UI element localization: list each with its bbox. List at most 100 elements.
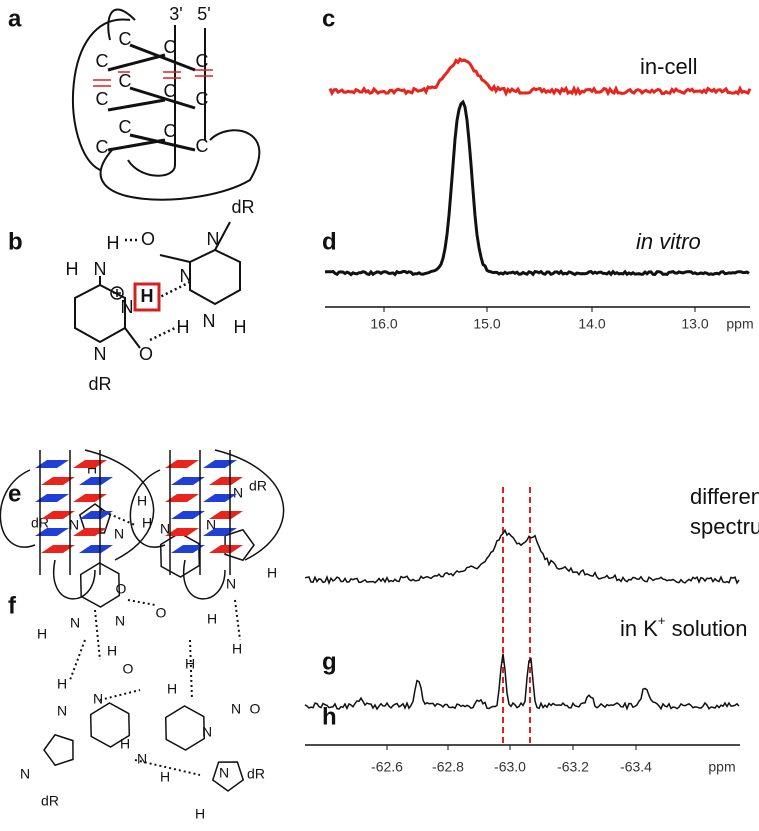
tick-label: 15.0 <box>473 316 500 332</box>
spectrum <box>328 56 752 97</box>
tick-label: -63.0 <box>494 759 526 775</box>
atom-label: H <box>207 611 217 627</box>
tile <box>35 460 69 468</box>
atom-label: H <box>120 736 130 752</box>
panel-label: f <box>8 592 17 619</box>
atom-label: H <box>87 461 97 477</box>
hbond <box>69 509 241 776</box>
atom-label: N <box>233 485 243 501</box>
tick-label: 14.0 <box>578 316 605 332</box>
atom-label: dR <box>249 478 267 494</box>
axis-unit: ppm <box>708 759 735 775</box>
spectrum <box>304 528 740 586</box>
base-label: C <box>196 51 209 71</box>
atom-label: O <box>139 344 153 364</box>
atom-label: H <box>142 515 152 531</box>
tile <box>79 545 113 553</box>
atom-label: N <box>94 344 107 364</box>
base-label: C <box>119 29 132 49</box>
layout <box>71 8 750 746</box>
atom-label: O <box>141 229 155 249</box>
ring <box>189 248 241 306</box>
tile <box>165 494 199 502</box>
ring <box>74 283 126 344</box>
tick-label: 16.0 <box>370 316 397 332</box>
tile <box>41 545 75 553</box>
ring <box>89 702 131 748</box>
atom-label: N <box>69 517 79 533</box>
atom-label: O <box>156 605 167 621</box>
loop <box>71 18 131 171</box>
tile <box>165 460 199 468</box>
spectrum-label: in vitro <box>636 229 701 254</box>
spectrum-label: difference <box>690 484 759 509</box>
base-pair <box>107 43 196 152</box>
atom-label: N <box>231 701 241 717</box>
loop <box>0 449 155 600</box>
atom-label: N <box>203 311 216 331</box>
atom-label: H <box>177 317 190 337</box>
base-label: C <box>96 137 109 157</box>
spectrum-label: in K+ solution <box>620 613 747 640</box>
base-label: C <box>119 117 132 137</box>
atom-label: H <box>195 806 205 822</box>
loop <box>107 8 136 41</box>
ring <box>211 761 245 792</box>
atom-label: N <box>57 703 67 719</box>
spectrum-label: spectrum <box>690 514 759 539</box>
highlight-box <box>133 282 161 312</box>
atom-label: dR <box>41 793 59 809</box>
ring <box>43 733 74 767</box>
atom-label: H <box>66 259 79 279</box>
tick-label: -63.4 <box>620 759 652 775</box>
atom-label: N <box>207 229 220 249</box>
atom-label: H <box>267 565 277 581</box>
tile <box>203 528 237 536</box>
base-label: C <box>119 71 132 91</box>
atom-label: N <box>202 724 212 740</box>
atom-label: N <box>226 576 236 592</box>
tile <box>203 494 237 502</box>
spectrum <box>324 99 750 277</box>
bond <box>99 276 141 349</box>
tile <box>79 511 113 519</box>
ring <box>79 562 121 608</box>
spectrum <box>304 653 740 711</box>
strand <box>39 450 101 575</box>
bond <box>159 221 231 263</box>
hbond <box>93 69 213 87</box>
strand <box>127 25 176 177</box>
panel-label: d <box>322 228 337 255</box>
atom-label: O <box>250 701 261 717</box>
tile <box>41 477 75 485</box>
loop <box>99 129 261 201</box>
atom-label: dR <box>231 197 254 217</box>
atom-label: H <box>160 769 170 785</box>
atom-label: dR <box>247 766 265 782</box>
tile <box>35 494 69 502</box>
atom-label: H <box>137 493 147 509</box>
panel-label: h <box>322 703 337 730</box>
tick-label: -63.2 <box>557 759 589 775</box>
atom-label: O <box>116 581 127 597</box>
atom-label: N <box>115 613 125 629</box>
label-part: in K <box>620 616 658 641</box>
atom-label: N <box>180 266 193 286</box>
reference-line <box>502 487 531 745</box>
atom-label: N <box>20 766 30 782</box>
axis-unit: ppm <box>726 316 753 332</box>
tick-label: -62.6 <box>371 759 403 775</box>
atom-label: N <box>93 691 103 707</box>
tile <box>73 494 107 502</box>
label-part: solution <box>666 616 748 641</box>
tile <box>209 477 243 485</box>
tile <box>73 528 107 536</box>
atom-label: N <box>70 615 80 631</box>
atom-label: N <box>160 521 170 537</box>
panel-label: g <box>322 648 337 675</box>
base-label: C <box>164 81 177 101</box>
strand-end: 3' <box>169 4 182 24</box>
spectrum-label: in-cell <box>640 54 697 79</box>
tile <box>209 545 243 553</box>
